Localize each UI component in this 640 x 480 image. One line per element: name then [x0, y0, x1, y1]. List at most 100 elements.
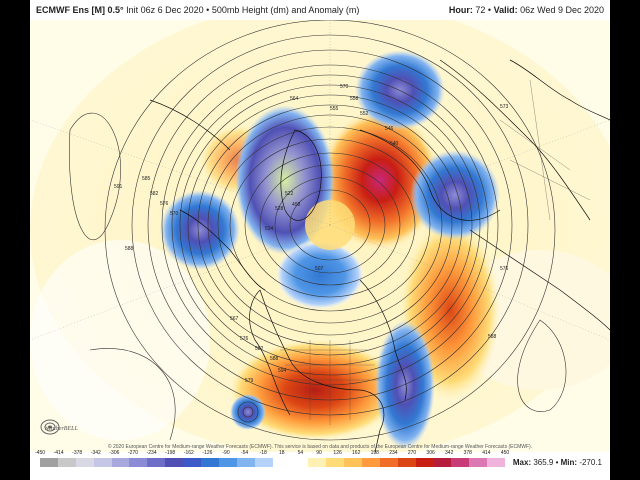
logo-text: WeatherBELL [44, 426, 78, 432]
colorbar-swatch [451, 458, 470, 467]
hour-value: 72 [475, 5, 486, 15]
colorbar-swatch [379, 458, 398, 467]
colorbar-swatch [183, 458, 202, 467]
trough-cutoff-low-anomaly [230, 394, 266, 430]
colorbar-tick-label: -234 [146, 450, 157, 456]
graticule [30, 20, 610, 341]
max-label: Max: [512, 458, 532, 467]
contour-label: 552 [360, 111, 369, 117]
min-label: Min: [560, 458, 578, 467]
colorbar-swatch [415, 458, 434, 467]
trough-east-us-anomaly [375, 320, 435, 450]
colorbar-swatch [75, 458, 94, 467]
colorbar-tick-label: 198 [370, 450, 379, 456]
colorbar-tick-label: 414 [482, 450, 491, 456]
colorbar-swatch [326, 458, 345, 467]
colorbar-tick-label: 90 [316, 450, 322, 456]
colorbar-tick-label: -198 [165, 450, 176, 456]
map-panel: ECMWF Ens [M] 0.5° Init 06z 6 Dec 2020 •… [30, 0, 610, 480]
hour-label: Hour: [448, 5, 473, 15]
contour-label: 573 [500, 104, 509, 110]
map-svg: 591 585 582 576 570 570 564 558 555 552 … [30, 20, 610, 452]
contour-label: 540 [390, 141, 399, 147]
contour-label: 588 [270, 356, 279, 362]
contour-label: 588 [125, 246, 134, 252]
colorbar-ticks: -450 -414 -378 -342 -306 -270 -234 -198 -162 -126… [35, 450, 509, 458]
colorbar-swatch [236, 458, 255, 467]
contour-label: 555 [330, 106, 339, 112]
header-info: Init 06z 6 Dec 2020 • 500mb Height (dm) … [126, 5, 360, 15]
weatherbell-logo [40, 419, 60, 435]
contour-label: 507 [315, 266, 324, 272]
valid-value: 06z Wed 9 Dec 2020 [520, 5, 604, 15]
colorbar-tick-label: -54 [240, 450, 249, 456]
colorbar-tick-label: -270 [127, 450, 139, 456]
contour-label: 591 [114, 184, 123, 190]
colorbar-swatch [362, 458, 380, 467]
colorbar-swatch [308, 458, 327, 467]
contour-label: 564 [290, 96, 299, 102]
max-value: 365.9 [533, 458, 554, 467]
colorbar-swatch [433, 458, 452, 467]
trough-hudson-anomaly [275, 240, 365, 310]
colorbar-tick-label: -18 [259, 450, 267, 456]
trough-asia-anomaly [410, 150, 500, 240]
colorbar-tick-label: 306 [426, 450, 435, 456]
contour-labels: 591 585 582 576 570 570 564 558 555 552 … [114, 84, 509, 384]
header-title: ECMWF Ens [M] 0.5° Init 06z 6 Dec 2020 •… [36, 5, 359, 15]
colorbar-tick-label: 342 [445, 450, 454, 456]
polar-map: 591 585 582 576 570 570 564 558 555 552 … [30, 20, 610, 452]
colorbar-tick-label: -414 [53, 450, 64, 456]
colorbar-tick-label: 54 [297, 450, 304, 456]
coastlines [149, 59, 610, 452]
colorbar-swatch [290, 458, 309, 467]
colorbar-tick-label: -162 [183, 450, 194, 456]
height-contours [69, 20, 567, 441]
colorbar-swatch [201, 458, 219, 467]
colorbar-swatch [93, 458, 112, 467]
colorbar-tick-label: -450 [34, 450, 46, 456]
contour-label: 582 [255, 346, 264, 352]
colorbar-tick-label: 270 [407, 450, 417, 456]
contour-label: 576 [160, 201, 169, 207]
contour-label: 534 [265, 226, 274, 232]
contour-label: 576 [500, 266, 509, 272]
colorbar-tick-label: 450 [500, 450, 510, 456]
colorbar-tick-label: 234 [389, 450, 398, 456]
header-valid: Hour: 72 • Valid: 06z Wed 9 Dec 2020 [448, 5, 604, 15]
pacific-light-area [30, 240, 210, 440]
trough-europe-anomaly [355, 50, 445, 130]
contour-label: 576 [240, 336, 249, 342]
valid-label: Valid: [493, 5, 518, 15]
colorbar-tick-label: -342 [90, 450, 101, 456]
colorbar-tick-label: 126 [333, 450, 342, 456]
contour-label: 546 [385, 126, 394, 132]
colorbar-swatch [165, 458, 184, 467]
colorbar-tick-label: 378 [463, 450, 472, 456]
colorbar-swatch [397, 458, 416, 467]
contour-label: 498 [292, 202, 301, 208]
contour-label: 585 [142, 176, 151, 182]
contour-label: 558 [350, 96, 359, 102]
colorbar-swatch [344, 458, 363, 467]
contour-label: 588 [488, 334, 497, 340]
contour-label: 582 [150, 191, 159, 197]
model-name: ECMWF Ens [M] 0.5° [36, 5, 124, 15]
contour-label: 567 [230, 316, 239, 322]
max-min-stats: Max: 365.9 • Min: -270.1 [512, 458, 602, 467]
header-bar: ECMWF Ens [M] 0.5° Init 06z 6 Dec 2020 •… [30, 0, 610, 20]
colorbar-swatch [147, 458, 166, 467]
contour-label: 579 [245, 378, 254, 384]
contour-label: 594 [278, 368, 287, 374]
colorbar-swatch [218, 458, 237, 467]
colorbar-swatch [469, 458, 488, 467]
colorbar-tick-label: 162 [352, 450, 361, 456]
colorbar [40, 458, 506, 467]
colorbar-swatch [57, 458, 76, 467]
political-borders [280, 79, 591, 425]
colorbar-swatch [272, 458, 291, 467]
contour-label: 570 [170, 211, 179, 217]
contour-label: 528 [275, 206, 284, 212]
min-value: -270.1 [579, 458, 602, 467]
contour-label: 570 [340, 84, 349, 90]
